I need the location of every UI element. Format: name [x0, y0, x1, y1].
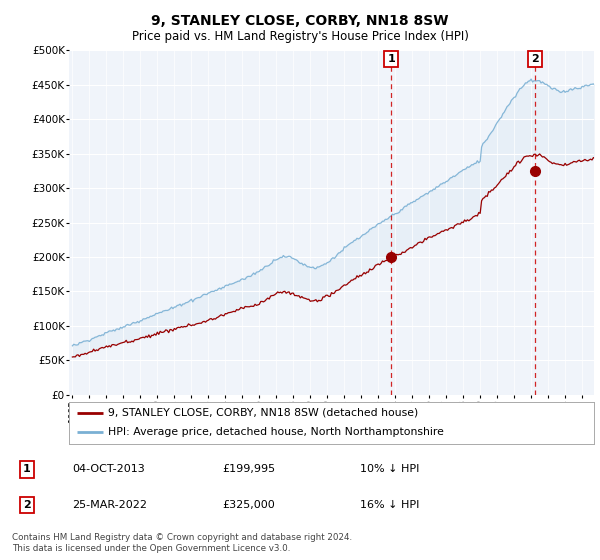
- Text: 1: 1: [23, 464, 31, 474]
- Text: £325,000: £325,000: [222, 500, 275, 510]
- Text: 2: 2: [531, 54, 539, 64]
- Text: 9, STANLEY CLOSE, CORBY, NN18 8SW: 9, STANLEY CLOSE, CORBY, NN18 8SW: [151, 14, 449, 28]
- Text: £199,995: £199,995: [222, 464, 275, 474]
- Text: 16% ↓ HPI: 16% ↓ HPI: [360, 500, 419, 510]
- Text: 2: 2: [23, 500, 31, 510]
- Text: 10% ↓ HPI: 10% ↓ HPI: [360, 464, 419, 474]
- Text: 25-MAR-2022: 25-MAR-2022: [72, 500, 147, 510]
- Text: 1: 1: [388, 54, 395, 64]
- Text: Price paid vs. HM Land Registry's House Price Index (HPI): Price paid vs. HM Land Registry's House …: [131, 30, 469, 43]
- Text: 04-OCT-2013: 04-OCT-2013: [72, 464, 145, 474]
- Text: HPI: Average price, detached house, North Northamptonshire: HPI: Average price, detached house, Nort…: [109, 427, 444, 437]
- Text: 9, STANLEY CLOSE, CORBY, NN18 8SW (detached house): 9, STANLEY CLOSE, CORBY, NN18 8SW (detac…: [109, 408, 419, 418]
- Text: Contains HM Land Registry data © Crown copyright and database right 2024.
This d: Contains HM Land Registry data © Crown c…: [12, 533, 352, 553]
